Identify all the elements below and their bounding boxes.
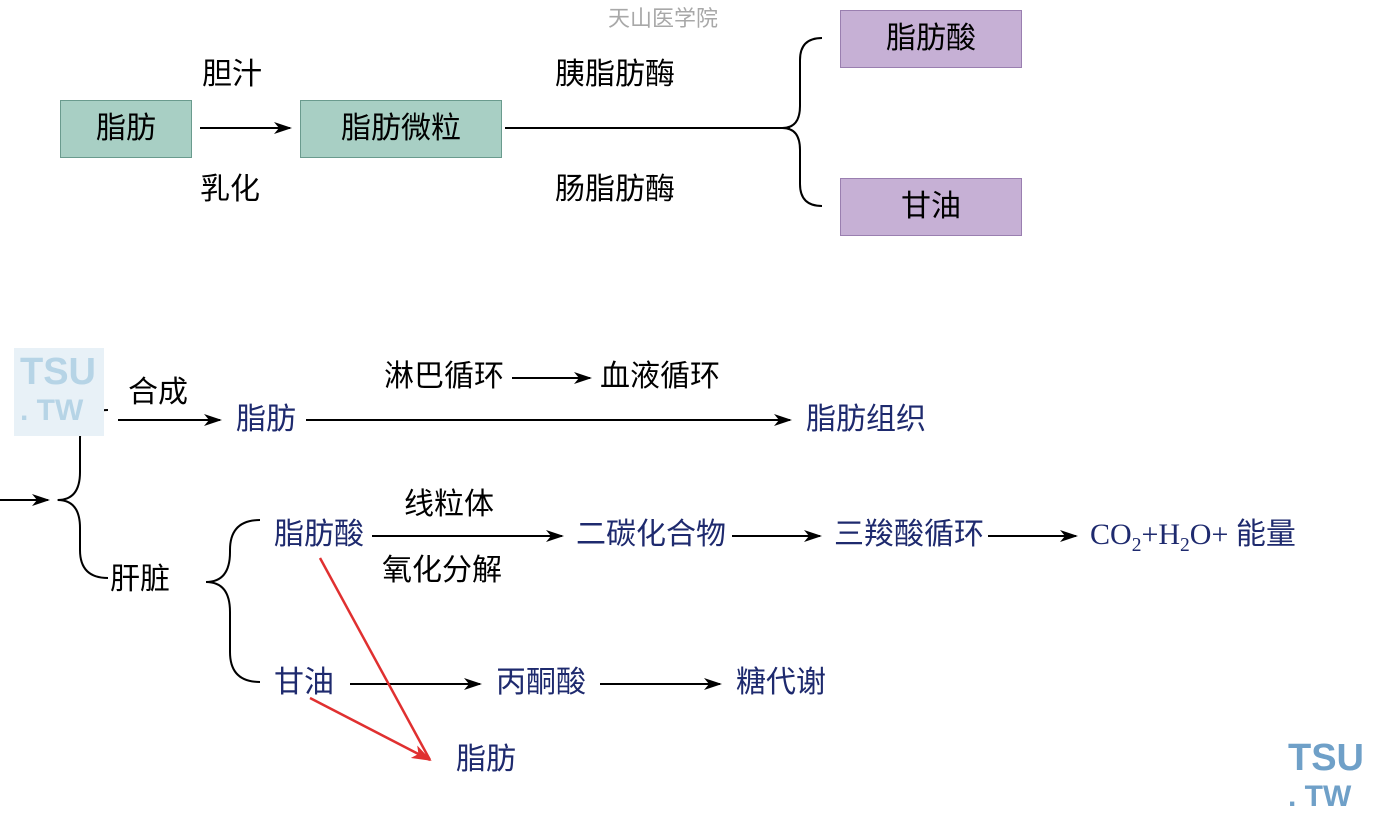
node-fat-micelle: 脂肪微粒: [300, 100, 502, 158]
label-liver: 肝脏: [110, 565, 170, 595]
wm1-l2: . TW: [20, 394, 83, 427]
label-emulsify: 乳化: [200, 175, 260, 205]
node-adipose-tissue: 脂肪组织: [806, 405, 926, 435]
wm2-l2: . TW: [1288, 780, 1351, 813]
node-fatty-acid: 脂肪酸: [840, 10, 1022, 68]
label-mitochondria: 线粒体: [404, 490, 494, 520]
watermark-top: 天山医学院: [608, 8, 718, 30]
diagram-lines: [0, 0, 1397, 803]
node-fat-red: 脂肪: [456, 745, 516, 775]
node-fatty-acid-label: 脂肪酸: [886, 24, 976, 54]
node-fat: 脂肪: [60, 100, 192, 158]
node-glycerol: 甘油: [840, 178, 1022, 236]
label-intestinal: 肠脂肪酶: [555, 175, 675, 205]
label-lymph: 淋巴循环: [384, 362, 504, 392]
label-oxidation: 氧化分解: [382, 556, 502, 586]
node-glycerol-label: 甘油: [901, 192, 961, 222]
node-pyruvate: 丙酮酸: [496, 668, 586, 698]
watermark-logo-2: TSU . TW: [1288, 740, 1364, 812]
label-pancreatic: 胰脂肪酶: [555, 60, 675, 90]
node-sugar-metabolism: 糖代谢: [736, 668, 826, 698]
label-bile: 胆汁: [202, 60, 262, 90]
label-synthesis: 合成: [128, 378, 188, 408]
node-tca-cycle: 三羧酸循环: [834, 520, 984, 550]
node-glycerol-2: 甘油: [274, 668, 334, 698]
node-energy-output: CO2+H2O+ 能量: [1090, 520, 1296, 550]
node-fat-label: 脂肪: [96, 114, 156, 144]
watermark-logo-1: TSU . TW: [14, 348, 104, 436]
node-fat-2: 脂肪: [236, 405, 296, 435]
node-micelle-label: 脂肪微粒: [341, 114, 461, 144]
label-blood: 血液循环: [600, 362, 720, 392]
node-dicarbon: 二碳化合物: [576, 520, 726, 550]
node-fatty-acid-2: 脂肪酸: [274, 520, 364, 550]
wm1-l1: TSU: [20, 351, 96, 393]
wm2-l1: TSU: [1288, 737, 1364, 779]
